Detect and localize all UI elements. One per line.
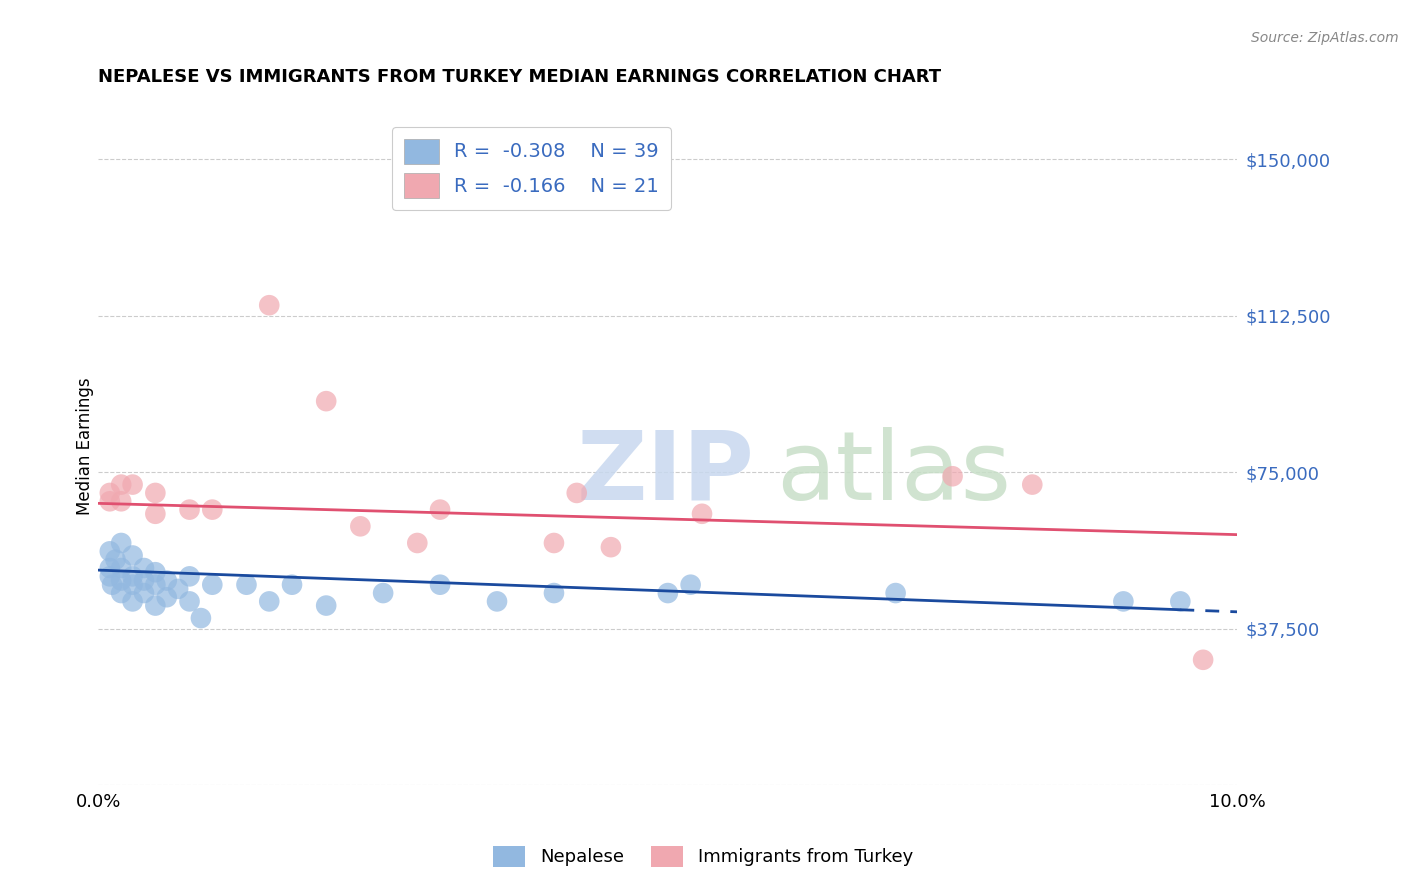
Point (121, 594, 143, 608)
Point (104, 552, 127, 566)
Point (1021, 477, 1043, 491)
Point (373, 586, 395, 600)
Point (121, 477, 143, 491)
Point (429, 578, 451, 592)
Point (190, 611, 212, 625)
Point (884, 586, 907, 600)
Point (565, 486, 588, 500)
Point (121, 578, 143, 592)
Point (132, 586, 155, 600)
Point (145, 507, 167, 521)
Point (179, 502, 201, 516)
Point (132, 561, 155, 575)
Point (259, 594, 281, 608)
Text: ZIP: ZIP (576, 426, 755, 520)
Text: NEPALESE VS IMMIGRANTS FROM TURKEY MEDIAN EARNINGS CORRELATION CHART: NEPALESE VS IMMIGRANTS FROM TURKEY MEDIA… (98, 68, 942, 86)
Point (98, 561, 121, 575)
Point (167, 582, 190, 596)
Point (543, 536, 565, 550)
Point (110, 561, 132, 575)
Text: atlas: atlas (776, 426, 1011, 520)
Point (406, 536, 429, 550)
Point (145, 565, 167, 579)
Point (657, 586, 679, 600)
Point (121, 549, 143, 563)
Point (179, 594, 201, 608)
Point (201, 502, 224, 516)
Point (281, 578, 304, 592)
Point (110, 586, 132, 600)
Point (121, 569, 143, 583)
Point (98, 544, 121, 558)
Point (110, 574, 132, 588)
Point (156, 591, 179, 605)
Point (1170, 594, 1192, 608)
Point (690, 507, 713, 521)
Point (315, 394, 337, 409)
Point (98, 494, 121, 508)
Point (145, 599, 167, 613)
Point (429, 502, 451, 516)
Point (1192, 653, 1215, 667)
Point (132, 574, 155, 588)
Point (543, 586, 565, 600)
Point (315, 599, 337, 613)
Point (259, 298, 281, 312)
Point (145, 486, 167, 500)
Point (942, 469, 965, 483)
Point (349, 519, 371, 533)
Point (156, 574, 179, 588)
Point (110, 477, 132, 491)
Point (110, 536, 132, 550)
Point (679, 578, 702, 592)
Point (98, 569, 121, 583)
Point (98, 486, 121, 500)
Legend: Nepalese, Immigrants from Turkey: Nepalese, Immigrants from Turkey (485, 838, 921, 874)
Point (145, 578, 167, 592)
Y-axis label: Median Earnings: Median Earnings (76, 377, 94, 515)
Point (179, 569, 201, 583)
Point (101, 578, 124, 592)
Point (110, 494, 132, 508)
Point (235, 578, 257, 592)
Text: Source: ZipAtlas.com: Source: ZipAtlas.com (1251, 31, 1399, 45)
Point (1112, 594, 1135, 608)
Legend: R =  -0.308    N = 39, R =  -0.166    N = 21: R = -0.308 N = 39, R = -0.166 N = 21 (392, 127, 671, 210)
Point (486, 594, 509, 608)
Point (201, 578, 224, 592)
Point (600, 540, 623, 554)
